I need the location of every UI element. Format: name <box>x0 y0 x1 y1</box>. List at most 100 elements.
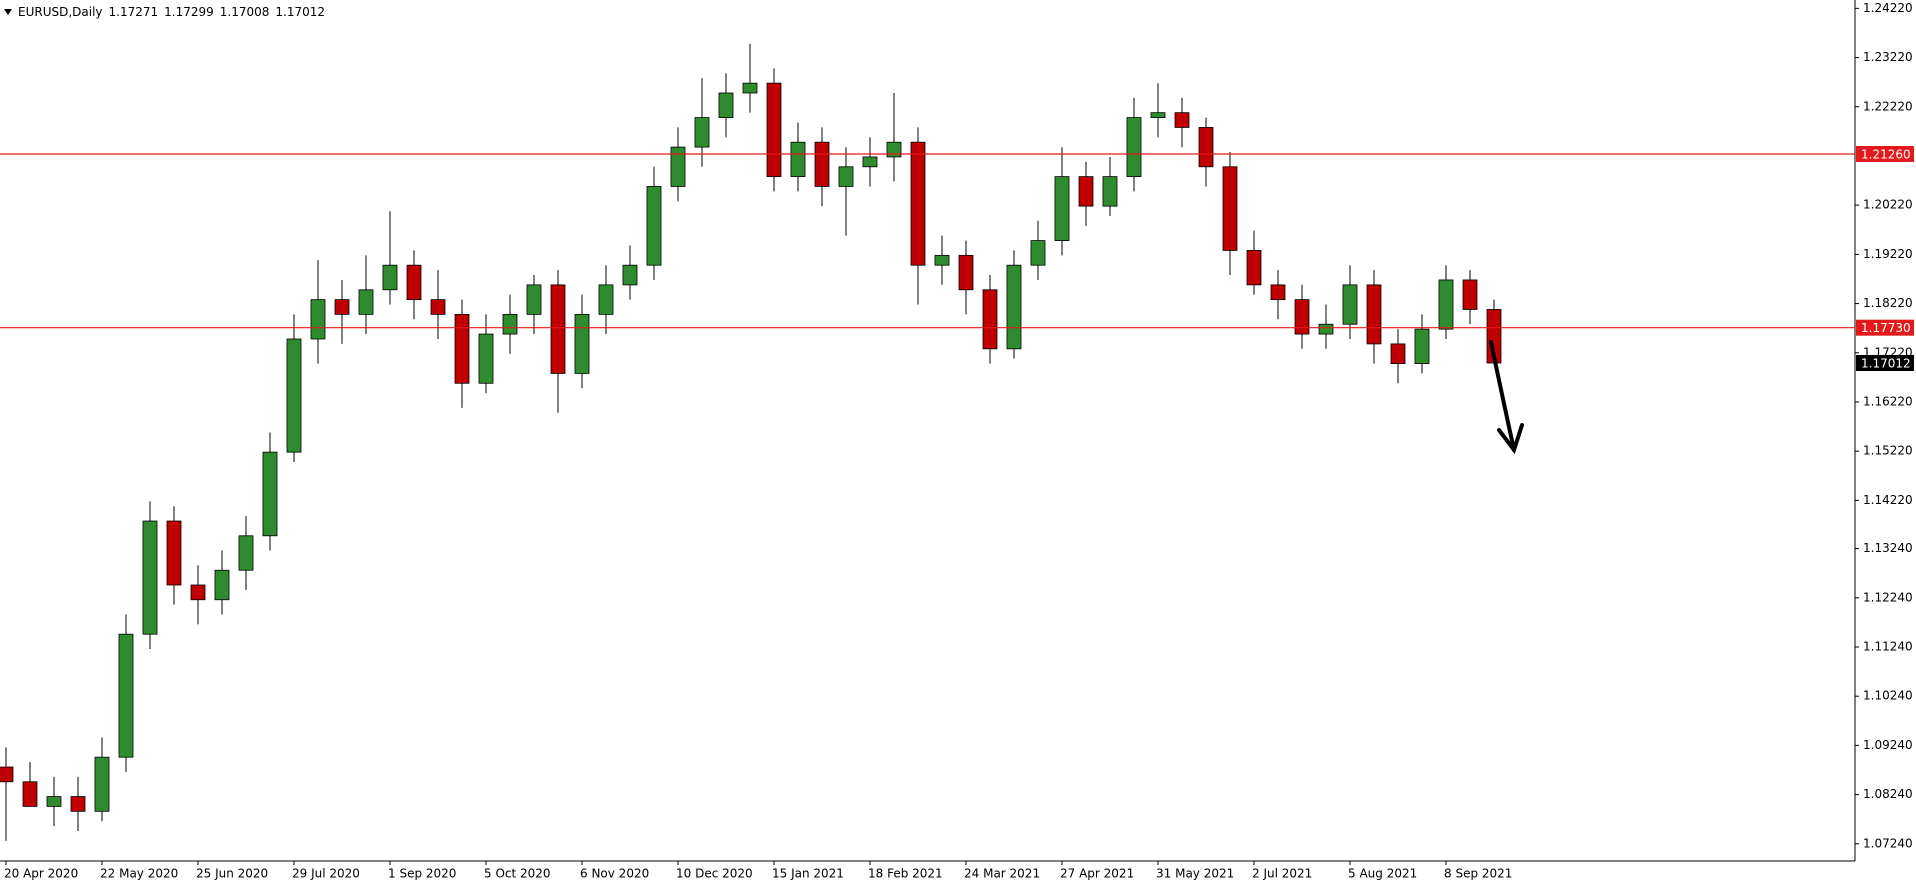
x-tick-label: 2 Jul 2021 <box>1252 867 1312 881</box>
current-price-label: 1.17012 <box>1861 356 1911 370</box>
candle-body <box>406 264 422 301</box>
candle-body <box>478 333 494 384</box>
candle-body <box>214 569 230 601</box>
x-tick-label: 8 Sep 2021 <box>1444 867 1512 881</box>
arrow-shaft <box>1489 340 1516 452</box>
candle-body <box>766 82 782 178</box>
candle-body <box>526 284 542 315</box>
header-value: 1.17012 <box>275 5 325 19</box>
candle-body <box>550 284 566 374</box>
candle-body <box>934 254 950 266</box>
candle-body <box>262 451 278 537</box>
price-box-label: 1.21260 <box>1861 147 1911 161</box>
candle-body <box>94 756 110 812</box>
x-tick-label: 31 May 2021 <box>1156 867 1234 881</box>
y-tick-label: 1.10240 <box>1863 689 1913 703</box>
x-tick-label: 20 Apr 2020 <box>4 867 78 881</box>
candle-body <box>574 313 590 374</box>
candle-body <box>190 584 206 601</box>
y-tick-label: 1.07240 <box>1863 836 1913 850</box>
candle-body <box>1390 343 1406 364</box>
candle-body <box>1126 117 1142 178</box>
candle-body <box>454 313 470 384</box>
candle-body <box>310 299 326 340</box>
candle-body <box>382 264 398 291</box>
current-price-box <box>1856 354 1914 371</box>
menu-triangle <box>4 9 12 15</box>
candle-body <box>118 633 134 758</box>
candle-body <box>430 299 446 315</box>
y-tick-label: 1.11240 <box>1863 639 1913 653</box>
candle-body <box>46 796 62 807</box>
price-box-label: 1.17730 <box>1861 321 1911 335</box>
candle-body <box>334 299 350 315</box>
y-tick-label: 1.12240 <box>1863 590 1913 604</box>
candle-body <box>1054 176 1070 241</box>
candle-body <box>1198 127 1214 168</box>
candle-body <box>1030 240 1046 266</box>
candle-body <box>982 289 998 350</box>
candle-body <box>22 781 38 807</box>
price-box <box>1856 319 1914 336</box>
candle-body <box>1222 166 1238 251</box>
x-tick-label: 5 Oct 2020 <box>484 867 551 881</box>
candle-body <box>238 535 254 571</box>
candle-body <box>1318 323 1334 335</box>
header-value: 1.17271 <box>109 5 159 19</box>
y-tick-label: 1.08240 <box>1863 787 1913 801</box>
y-tick-label: 1.13240 <box>1863 541 1913 555</box>
candle-body <box>286 338 302 453</box>
y-tick-label: 1.16220 <box>1863 394 1913 408</box>
header-value: 1.17008 <box>220 5 270 19</box>
candle-body <box>718 92 734 118</box>
candle-body <box>838 166 854 187</box>
y-tick-label: 1.20220 <box>1863 198 1913 212</box>
candle-body <box>790 141 806 178</box>
candle-body <box>1006 264 1022 350</box>
x-tick-label: 27 Apr 2021 <box>1060 867 1134 881</box>
x-tick-label: 25 Jun 2020 <box>196 867 268 881</box>
header-value: 1.17299 <box>164 5 214 19</box>
x-tick-label: 15 Jan 2021 <box>772 867 844 881</box>
candle-body <box>166 520 182 586</box>
y-tick-label: 1.18220 <box>1863 296 1913 310</box>
x-tick-label: 6 Nov 2020 <box>580 867 649 881</box>
candle-body <box>1414 328 1430 364</box>
chart-header: EURUSD,Daily 1.17271 1.17299 1.17008 1.17012 <box>18 5 325 19</box>
candle-body <box>814 141 830 187</box>
x-tick-label: 10 Dec 2020 <box>676 867 753 881</box>
candle-body <box>1150 112 1166 118</box>
candle-body <box>694 117 710 148</box>
candle-body <box>742 82 758 94</box>
candle-body <box>1342 284 1358 325</box>
symbol: EURUSD,Daily <box>18 5 103 19</box>
candle-body <box>502 313 518 335</box>
candle-body <box>1102 176 1118 207</box>
candle-body <box>142 520 158 635</box>
candle-body <box>670 146 686 187</box>
candle-body <box>1366 284 1382 345</box>
y-tick-label: 1.19220 <box>1863 247 1913 261</box>
candle-body <box>598 284 614 315</box>
candle-body <box>622 264 638 286</box>
candle-body <box>910 141 926 266</box>
candle-body <box>958 254 974 291</box>
x-tick-label: 5 Aug 2021 <box>1348 867 1417 881</box>
candle-body <box>1294 299 1310 335</box>
y-tick-label: 1.22220 <box>1863 99 1913 113</box>
x-tick-label: 1 Sep 2020 <box>388 867 456 881</box>
arrow-head <box>1497 423 1524 455</box>
candle-body <box>646 186 662 266</box>
x-tick-label: 24 Mar 2021 <box>964 867 1040 881</box>
y-tick-label: 1.09240 <box>1863 738 1913 752</box>
price-box <box>1856 145 1914 162</box>
candle-body <box>1174 112 1190 128</box>
x-tick-label: 29 Jul 2020 <box>292 867 360 881</box>
arrow <box>1489 340 1524 455</box>
candle-body <box>886 141 902 158</box>
candle-body <box>862 156 878 168</box>
candle-body <box>1462 279 1478 310</box>
